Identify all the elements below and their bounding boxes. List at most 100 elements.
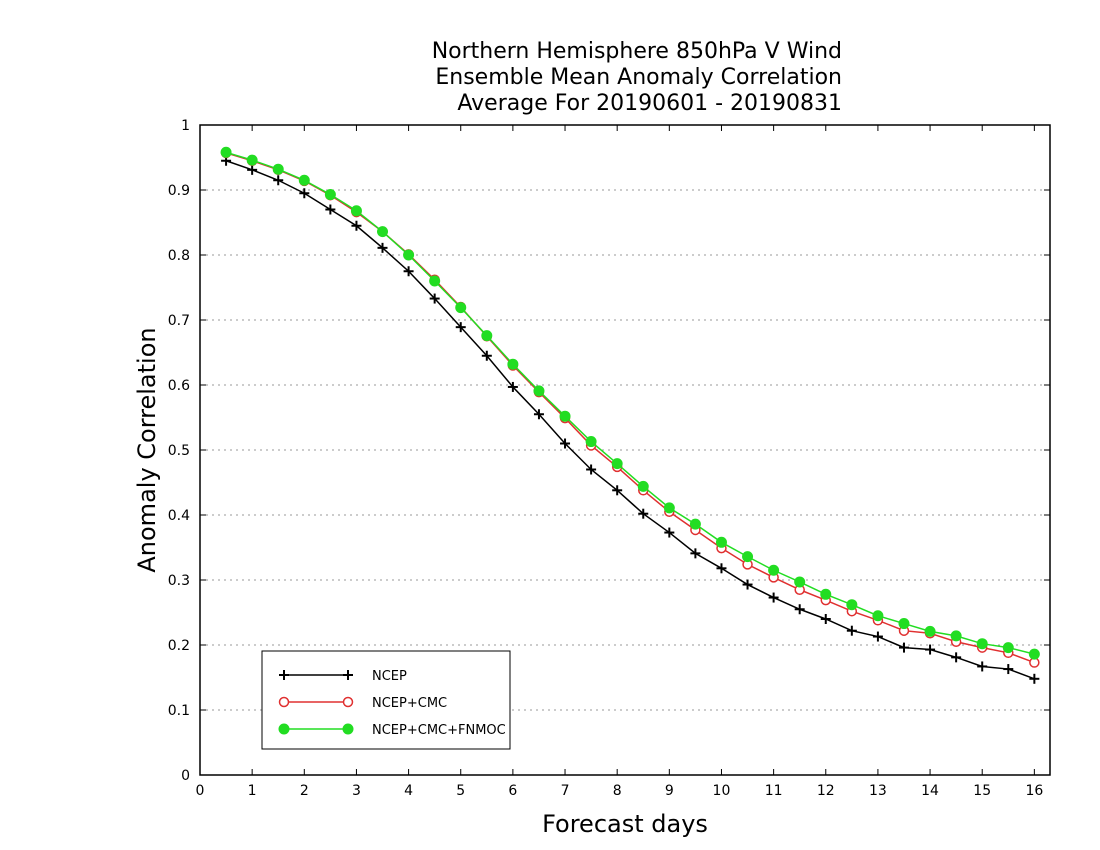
data-point bbox=[1029, 673, 1040, 684]
series-line bbox=[225, 151, 1035, 655]
data-point bbox=[533, 409, 544, 420]
data-point bbox=[1002, 642, 1014, 654]
y-tick-label: 0 bbox=[181, 768, 190, 784]
legend-marker bbox=[279, 670, 289, 680]
data-point bbox=[403, 249, 415, 261]
data-point bbox=[481, 350, 492, 361]
x-tick-label: 13 bbox=[869, 783, 887, 799]
x-tick-label: 4 bbox=[404, 783, 413, 799]
x-tick-label: 8 bbox=[613, 783, 622, 799]
data-point bbox=[690, 548, 701, 559]
x-tick-label: 10 bbox=[713, 783, 731, 799]
axis-ticks bbox=[199, 124, 1050, 776]
x-tick-label: 9 bbox=[665, 783, 674, 799]
x-tick-label: 3 bbox=[352, 783, 361, 799]
x-tick-label: 2 bbox=[300, 783, 309, 799]
data-point bbox=[429, 275, 441, 287]
y-tick-label: 0.3 bbox=[168, 573, 190, 589]
data-point bbox=[324, 189, 336, 201]
data-point bbox=[898, 618, 910, 630]
data-point bbox=[533, 385, 545, 397]
legend-swatch-1 bbox=[278, 696, 354, 708]
y-tick-label: 0.6 bbox=[168, 378, 190, 394]
data-point bbox=[299, 188, 310, 199]
x-tick-label: 15 bbox=[973, 783, 991, 799]
title-line-1: Northern Hemisphere 850hPa V Wind bbox=[432, 39, 842, 64]
data-point bbox=[977, 661, 988, 672]
data-point bbox=[689, 518, 701, 530]
grid-lines bbox=[200, 189, 1050, 711]
data-point bbox=[220, 146, 232, 158]
data-point bbox=[820, 588, 832, 600]
legend-marker bbox=[278, 723, 290, 735]
y-tick-label: 0.8 bbox=[168, 248, 190, 264]
data-point bbox=[950, 630, 962, 642]
legend-label-ncep-cmc: NCEP+CMC bbox=[372, 696, 447, 711]
data-point bbox=[742, 551, 754, 563]
data-point bbox=[507, 381, 518, 392]
x-tick-label: 7 bbox=[561, 783, 570, 799]
data-point bbox=[403, 266, 414, 277]
data-point bbox=[612, 485, 623, 496]
series-layer bbox=[220, 146, 1040, 684]
data-point bbox=[716, 563, 727, 574]
legend-label-ncep: NCEP bbox=[372, 669, 407, 684]
data-point bbox=[611, 458, 623, 470]
data-point bbox=[1003, 664, 1014, 675]
data-point bbox=[768, 592, 779, 603]
legend: NCEP NCEP+CMC NCEP+CMC+FNMOC bbox=[261, 650, 511, 750]
title-line-3: Average For 20190601 - 20190831 bbox=[457, 91, 842, 116]
data-point bbox=[272, 163, 284, 175]
x-tick-label: 12 bbox=[817, 783, 835, 799]
series-0 bbox=[221, 155, 1040, 684]
series-1 bbox=[220, 147, 1040, 668]
data-point bbox=[872, 610, 884, 622]
legend-marker bbox=[278, 696, 290, 708]
legend-swatch-0 bbox=[279, 670, 353, 680]
data-point bbox=[560, 438, 571, 449]
data-point bbox=[664, 527, 675, 538]
x-axis-title: Forecast days bbox=[542, 810, 708, 838]
legend-label-ncep-cmc-fnmoc: NCEP+CMC+FNMOC bbox=[372, 723, 506, 738]
data-point bbox=[872, 631, 883, 642]
y-tick-label: 0.5 bbox=[168, 443, 190, 459]
y-tick-label: 0.2 bbox=[168, 638, 190, 654]
data-point bbox=[507, 358, 519, 370]
data-point bbox=[742, 579, 753, 590]
x-tick-label: 16 bbox=[1025, 783, 1043, 799]
y-tick-label: 0.9 bbox=[168, 183, 190, 199]
data-point bbox=[898, 642, 909, 653]
x-tick-label: 0 bbox=[196, 783, 205, 799]
series-2 bbox=[220, 146, 1040, 660]
data-point bbox=[273, 175, 284, 186]
data-point bbox=[247, 164, 258, 175]
data-point bbox=[976, 638, 988, 650]
legend-marker bbox=[342, 696, 354, 708]
legend-marker bbox=[343, 670, 353, 680]
y-axis-title: Anomaly Correlation bbox=[133, 327, 161, 572]
data-point bbox=[951, 652, 962, 663]
y-tick-label: 0.7 bbox=[168, 313, 190, 329]
y-tick-label: 0.1 bbox=[168, 703, 190, 719]
data-point bbox=[246, 154, 258, 166]
data-point bbox=[455, 302, 467, 314]
data-point bbox=[794, 604, 805, 615]
data-point bbox=[377, 242, 388, 253]
data-point bbox=[637, 480, 649, 492]
y-tick-label: 0.4 bbox=[168, 508, 190, 524]
legend-marker bbox=[342, 723, 354, 735]
data-point bbox=[846, 625, 857, 636]
x-tick-label: 11 bbox=[765, 783, 783, 799]
data-point bbox=[925, 644, 936, 655]
legend-items bbox=[278, 670, 354, 735]
chart-title: Northern Hemisphere 850hPa V Wind Ensemb… bbox=[432, 39, 842, 116]
data-point bbox=[350, 205, 362, 217]
data-point bbox=[455, 322, 466, 333]
data-point bbox=[298, 174, 310, 186]
data-point bbox=[820, 614, 831, 624]
data-point bbox=[794, 576, 806, 588]
legend-swatch-2 bbox=[278, 723, 354, 735]
data-point bbox=[586, 464, 597, 475]
data-point bbox=[585, 436, 597, 448]
